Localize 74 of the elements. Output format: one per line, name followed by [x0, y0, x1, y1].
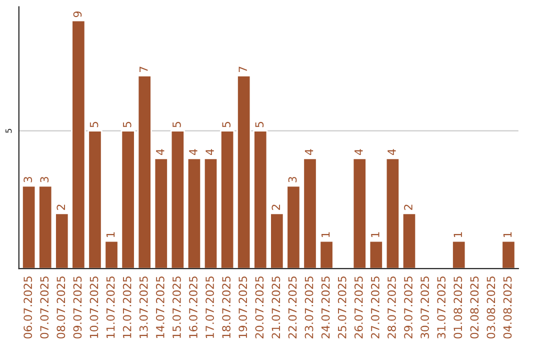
bar — [236, 75, 252, 269]
data-label: 2 — [272, 204, 280, 210]
x-tick-label: 22.07.2025 — [288, 276, 297, 338]
x-tick-label: 24.07.2025 — [321, 276, 330, 338]
data-label: 4 — [189, 149, 198, 156]
data-label: 4 — [388, 149, 396, 156]
x-tick-label: 13.07.2025 — [139, 276, 148, 338]
x-tick-label: 06.07.2025 — [24, 276, 32, 338]
x-tick-label: 16.07.2025 — [189, 276, 198, 338]
x-tick-label: 08.07.2025 — [56, 276, 66, 338]
x-tick-label: 28.07.2025 — [388, 276, 396, 338]
data-label: 2 — [56, 204, 65, 210]
bar — [137, 75, 152, 269]
data-label: 1 — [371, 232, 380, 238]
data-label: 5 — [255, 122, 264, 128]
x-tick-label: 27.07.2025 — [370, 276, 380, 338]
data-label: 2 — [404, 204, 412, 210]
data-label: 3 — [40, 176, 49, 182]
data-label: 4 — [304, 149, 314, 156]
x-tick-label: 15.07.2025 — [172, 276, 181, 338]
x-tick-label: 30.07.2025 — [420, 276, 429, 338]
data-label: 1 — [454, 232, 462, 238]
bar — [186, 158, 202, 269]
x-tick-label: 29.07.2025 — [404, 276, 412, 338]
bar — [368, 240, 384, 269]
x-tick-label: 09.07.2025 — [73, 276, 82, 338]
bar — [385, 158, 400, 269]
x-tick-label: 25.07.2025 — [338, 276, 346, 338]
bar — [220, 130, 235, 269]
x-tick-label: 02.08.2025 — [470, 276, 479, 338]
bar — [203, 158, 218, 269]
data-label: 1 — [322, 232, 330, 238]
bar — [170, 130, 185, 269]
bar — [38, 185, 53, 269]
x-tick-label: 01.08.2025 — [454, 276, 462, 338]
data-label: 3 — [24, 176, 32, 182]
x-tick-label: 18.07.2025 — [222, 276, 231, 338]
data-label: 7 — [238, 66, 247, 72]
data-label: 1 — [503, 232, 512, 238]
data-label: 7 — [140, 66, 148, 72]
bar — [253, 130, 268, 269]
x-tick-label: 23.07.2025 — [304, 276, 314, 338]
x-tick-label: 12.07.2025 — [122, 276, 132, 338]
bar — [352, 158, 367, 269]
x-tick-label: 20.07.2025 — [255, 276, 264, 338]
x-tick-label: 10.07.2025 — [90, 276, 98, 338]
x-tick-label: 03.08.2025 — [486, 276, 496, 338]
x-tick-label: 17.07.2025 — [206, 276, 214, 338]
bar — [120, 130, 136, 269]
data-label: 4 — [206, 149, 214, 156]
bar — [54, 212, 70, 269]
x-tick-label: 07.07.2025 — [40, 276, 49, 338]
bar — [452, 240, 466, 269]
data-label: 3 — [288, 176, 297, 182]
data-label: 5 — [172, 122, 181, 128]
bar — [270, 212, 284, 269]
x-tick-label: 11.07.2025 — [106, 276, 115, 338]
bar — [402, 212, 417, 269]
x-tick-label: 31.07.2025 — [437, 276, 446, 338]
data-label: 4 — [354, 149, 363, 156]
x-tick-label: 26.07.2025 — [354, 276, 363, 338]
bar — [22, 185, 36, 269]
data-label: 5 — [222, 122, 231, 128]
data-label: 9 — [73, 12, 82, 18]
bar — [154, 158, 168, 269]
x-tick-label: 14.07.2025 — [156, 276, 164, 338]
x-tick-label: 04.08.2025 — [503, 276, 512, 338]
bar — [501, 240, 516, 269]
data-label: 1 — [106, 232, 115, 238]
data-label: 5 — [90, 122, 98, 128]
data-label: 4 — [156, 149, 164, 156]
data-label: 5 — [123, 122, 132, 128]
x-tick-label: 21.07.2025 — [272, 276, 280, 338]
x-tick-label: 19.07.2025 — [238, 276, 248, 338]
